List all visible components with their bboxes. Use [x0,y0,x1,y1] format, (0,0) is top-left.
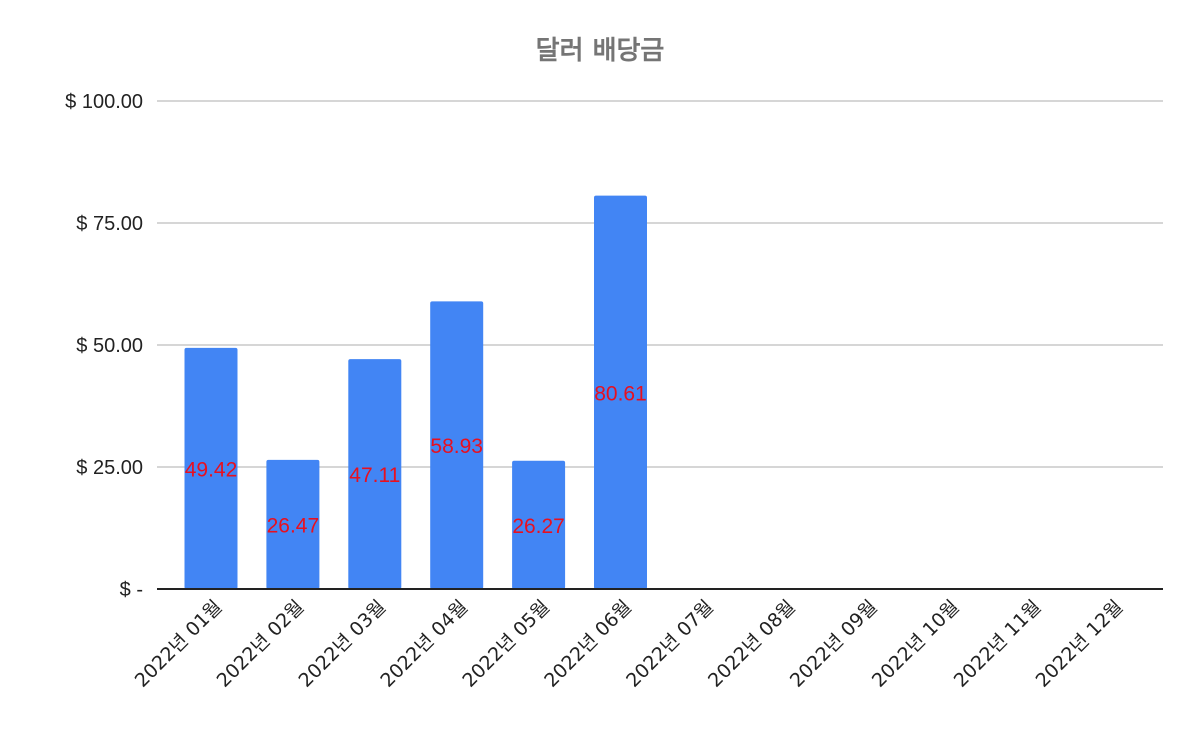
y-tick-label: $ - [120,579,143,601]
data-label: 47.11 [349,464,400,487]
x-tick-label: 2022년 06월 [540,596,636,692]
x-tick-label: 2022년 11월 [950,596,1046,692]
gridlines [157,100,1163,468]
data-label: 58.93 [430,435,483,458]
data-label: 26.47 [267,514,320,537]
bar [266,459,320,589]
bar [512,460,566,589]
x-tick-label: 2022년 02월 [213,596,309,692]
y-tick-label: $ 75.00 [76,213,143,235]
x-tick-label: 2022년 10월 [868,596,964,692]
y-axis-ticks: $ - $ 25.00 $ 50.00 $ 75.00 $ 100.00 [65,91,143,601]
data-label: 80.61 [594,382,647,405]
x-tick-label: 2022년 05월 [458,596,554,692]
x-tick-label: 2022년 04월 [376,596,472,692]
bar [430,301,484,589]
bar [184,347,238,589]
x-tick-label: 2022년 03월 [295,596,391,692]
chart-title: 달러 배당금 [535,36,665,66]
data-labels: 49.42 26.47 47.11 58.93 26.27 80.61 [185,382,647,538]
x-tick-label: 2022년 08월 [704,596,800,692]
data-label: 26.27 [512,515,565,538]
y-tick-label: $ 100.00 [65,91,143,113]
y-tick-label: $ 50.00 [76,335,143,357]
y-tick-label: $ 25.00 [76,457,143,479]
bar [348,359,402,589]
x-tick-label: 2022년 09월 [786,596,882,692]
x-tick-label: 2022년 07월 [622,596,718,692]
x-tick-label: 2022년 12월 [1032,596,1128,692]
x-tick-label: 2022년 01월 [131,596,227,692]
bar [594,195,647,589]
data-label: 49.42 [185,458,238,481]
bars [184,195,647,589]
